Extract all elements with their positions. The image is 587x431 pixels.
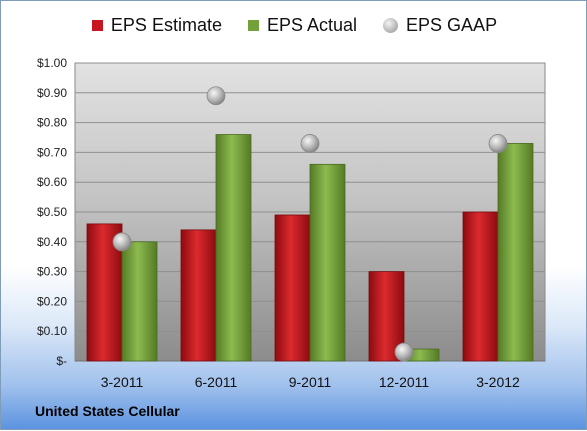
eps-estimate-bar — [180, 229, 217, 362]
y-tick-label: $0.40 — [37, 235, 67, 249]
eps-actual-bar — [497, 143, 534, 362]
eps-actual-bar — [121, 241, 158, 362]
legend-item-eps-actual: EPS Actual — [247, 15, 358, 36]
legend-label-eps-actual: EPS Actual — [266, 15, 358, 35]
y-tick-label: $0.70 — [37, 145, 67, 159]
y-tick-label: $1.00 — [37, 56, 67, 70]
y-tick-label: $0.30 — [37, 265, 67, 279]
y-tick-label: $0.50 — [37, 205, 67, 219]
eps-actual-swatch — [247, 20, 259, 31]
eps-actual-bar — [215, 134, 252, 362]
x-tick-label: 9-2011 — [289, 374, 332, 390]
x-tick-label: 12-2011 — [379, 374, 430, 390]
y-tick-label: $- — [56, 354, 67, 368]
eps-estimate-swatch — [91, 20, 103, 31]
eps-gaap-marker — [394, 342, 414, 362]
y-tick-label: $0.80 — [37, 116, 67, 130]
eps-gaap-marker — [112, 232, 132, 252]
legend-label-eps-gaap: EPS GAAP — [406, 15, 498, 35]
eps-gaap-marker — [300, 134, 320, 153]
x-tick-label: 3-2011 — [101, 374, 144, 390]
eps-gaap-marker — [206, 86, 226, 106]
y-tick-label: $0.90 — [37, 86, 67, 100]
legend-item-eps-gaap: EPS GAAP — [383, 15, 497, 36]
eps-gaap-marker — [488, 134, 508, 153]
legend: EPS Estimate EPS Actual EPS GAAP — [1, 15, 587, 36]
company-name: United States Cellular — [35, 403, 180, 419]
x-tick-label: 3-2012 — [476, 374, 520, 390]
eps-actual-bar — [309, 163, 346, 362]
y-tick-label: $0.20 — [37, 294, 67, 308]
legend-label-eps-estimate: EPS Estimate — [110, 15, 222, 35]
y-tick-label: $0.10 — [37, 324, 67, 338]
eps-estimate-bar — [462, 211, 499, 362]
eps-estimate-bar — [368, 271, 405, 362]
legend-item-eps-estimate: EPS Estimate — [91, 15, 222, 36]
y-tick-label: $0.60 — [37, 175, 67, 189]
eps-gaap-swatch — [383, 18, 399, 33]
x-tick-label: 6-2011 — [195, 374, 238, 390]
eps-estimate-bar — [274, 214, 311, 362]
